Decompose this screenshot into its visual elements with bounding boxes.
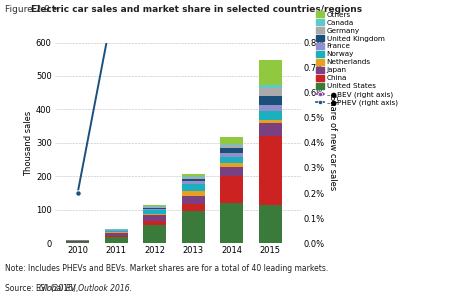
- Bar: [105, 229, 128, 230]
- Bar: [220, 163, 243, 167]
- Text: Figure 2.9 •: Figure 2.9 •: [5, 5, 61, 14]
- Bar: [220, 137, 243, 143]
- Bar: [259, 205, 282, 243]
- Bar: [259, 136, 282, 205]
- Bar: [259, 120, 282, 123]
- Bar: [143, 226, 166, 243]
- Bar: [182, 184, 205, 191]
- Text: Electric car sales and market share in selected countries/regions: Electric car sales and market share in s…: [31, 5, 362, 14]
- Bar: [182, 211, 205, 243]
- Bar: [143, 214, 166, 215]
- Bar: [105, 230, 128, 231]
- Bar: [259, 88, 282, 96]
- Text: Source: EVI (2016),: Source: EVI (2016),: [5, 284, 81, 293]
- Bar: [220, 157, 243, 163]
- Bar: [182, 177, 205, 179]
- Bar: [105, 233, 128, 236]
- Legend: Others, Canada, Germany, United Kingdom, France, Norway, Netherlands, Japan, Chi: Others, Canada, Germany, United Kingdom,…: [317, 11, 398, 106]
- Bar: [66, 241, 89, 243]
- Bar: [105, 237, 128, 243]
- Bar: [220, 167, 243, 176]
- Bar: [105, 236, 128, 237]
- Bar: [220, 143, 243, 145]
- Bar: [143, 209, 166, 210]
- Bar: [259, 123, 282, 136]
- Bar: [143, 208, 166, 209]
- Bar: [259, 60, 282, 85]
- Bar: [220, 148, 243, 153]
- Bar: [182, 179, 205, 181]
- Bar: [259, 112, 282, 120]
- Bar: [220, 176, 243, 203]
- Bar: [259, 85, 282, 88]
- Bar: [182, 204, 205, 211]
- Bar: [182, 191, 205, 196]
- Bar: [220, 203, 243, 243]
- Bar: [143, 207, 166, 208]
- Text: Global EV Outlook 2016.: Global EV Outlook 2016.: [39, 284, 132, 293]
- Bar: [182, 181, 205, 184]
- Bar: [220, 145, 243, 148]
- Bar: [143, 206, 166, 207]
- Y-axis label: Share of new car sales: Share of new car sales: [328, 95, 337, 191]
- Y-axis label: Thousand sales: Thousand sales: [24, 110, 33, 175]
- Bar: [182, 174, 205, 176]
- Text: Note: Includes PHEVs and BEVs. Market shares are for a total of 40 leading marke: Note: Includes PHEVs and BEVs. Market sh…: [5, 264, 328, 274]
- Bar: [259, 105, 282, 112]
- Bar: [66, 240, 89, 241]
- Bar: [143, 215, 166, 221]
- Bar: [182, 196, 205, 204]
- Bar: [220, 153, 243, 157]
- Bar: [259, 96, 282, 105]
- Bar: [143, 210, 166, 214]
- Bar: [182, 176, 205, 177]
- Bar: [143, 221, 166, 226]
- Bar: [105, 231, 128, 233]
